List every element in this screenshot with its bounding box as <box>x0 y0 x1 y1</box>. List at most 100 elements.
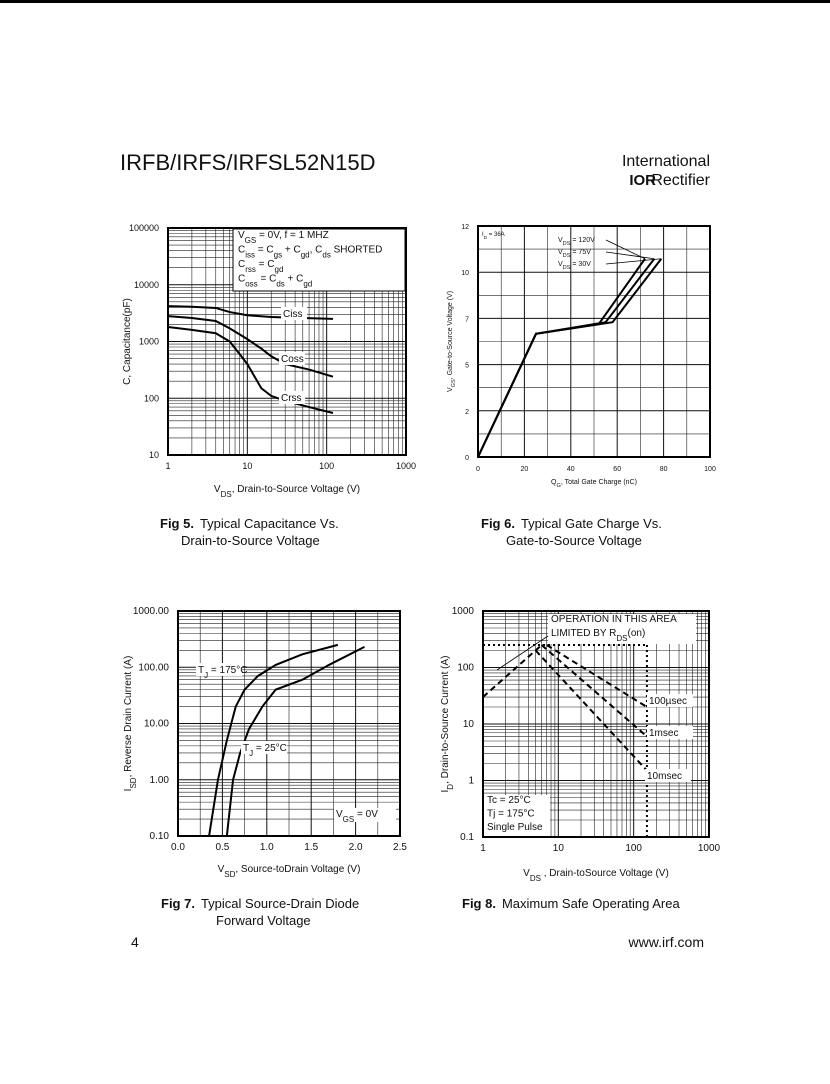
annotation-text: Coss = Cds + Cgd <box>238 274 312 289</box>
text-part: I <box>440 790 451 793</box>
text-part: GS <box>451 379 457 387</box>
plot-frame <box>167 227 407 456</box>
x-axis-label: VDS , Drain-toSource Voltage (V) <box>523 868 669 883</box>
text-part: J <box>249 749 253 758</box>
annotation-text: Ciss = Cgs + Cgd, Cds SHORTED <box>238 245 382 260</box>
text-part: I <box>123 789 134 792</box>
annotation-text: VGS = 0V <box>336 809 378 824</box>
x-tick-label: 100 <box>625 843 642 854</box>
annotation-text: ID = 36A <box>482 232 505 241</box>
x-tick-label: 2.5 <box>393 842 407 853</box>
text-part: , Source-toDrain Voltage (V) <box>235 864 360 875</box>
figure-number: Fig 8. <box>462 896 496 911</box>
caption-text: Forward Voltage <box>216 913 311 928</box>
y-tick-label: 10 <box>463 719 475 730</box>
figure-caption: Fig 6. Typical Gate Charge Vs. <box>481 516 662 531</box>
x-tick-label: 40 <box>567 466 575 473</box>
text-part: = 36A <box>487 232 505 238</box>
text-part: V <box>558 261 563 268</box>
y-tick-label: 12 <box>461 224 469 231</box>
logo-mark: IOR <box>629 172 656 189</box>
y-tick-label: 0.10 <box>150 831 170 842</box>
x-tick-label: 20 <box>521 466 529 473</box>
annotation-text: Crss = Cgd <box>238 259 283 274</box>
text-part: = C <box>255 245 274 256</box>
figure-caption: Fig 5. Typical Capacitance Vs. <box>160 516 339 531</box>
figure-caption: Fig 7. Typical Source-Drain Diode <box>161 896 359 911</box>
y-tick-label: 1000.00 <box>133 606 170 617</box>
series-line <box>534 649 648 772</box>
series-line <box>540 644 648 738</box>
leader-line <box>605 258 662 265</box>
annotation-text: Single Pulse <box>487 822 543 833</box>
text-part: SHORTED <box>331 245 383 256</box>
label-background <box>279 352 305 365</box>
y-tick-label: 100 <box>457 663 474 674</box>
y-tick-label: 10.00 <box>144 719 169 730</box>
plot-frame <box>477 225 711 458</box>
text-part: DS <box>563 241 571 247</box>
text-part: V <box>558 237 563 244</box>
label-background <box>241 741 287 754</box>
text-part: ds <box>276 279 284 288</box>
text-part: C <box>238 274 245 285</box>
text-part: (on) <box>628 628 646 639</box>
y-tick-label: 10 <box>149 450 159 460</box>
y-tick-label: 100000 <box>129 223 159 233</box>
text-part: , Drain-to-Source Current (A) <box>440 656 451 784</box>
text-part: SD <box>224 870 235 879</box>
x-tick-label: 60 <box>613 466 621 473</box>
text-part: Single Pulse <box>487 822 543 833</box>
y-tick-label: 1000 <box>139 337 159 347</box>
annotation-text: Tc = 25°C <box>487 795 531 806</box>
text-part: , Total Gate Charge (nC) <box>561 479 637 486</box>
text-part: SD <box>129 777 138 788</box>
logo-bottom: Rectifier <box>651 172 710 189</box>
text-part: Q <box>551 479 557 486</box>
page-number: 4 <box>131 934 139 950</box>
series-label: 10msec <box>647 771 682 782</box>
series-label: TJ = 175°C <box>198 665 247 680</box>
y-tick-label: 2 <box>465 409 469 416</box>
annotation-text: VGS = 0V, f = 1 MHZ <box>238 230 329 245</box>
legend-entry: VDS = 30V <box>558 261 591 271</box>
x-tick-label: 0 <box>476 466 480 473</box>
caption-text: Drain-to-Source Voltage <box>181 533 320 548</box>
x-tick-label: 100 <box>319 461 334 471</box>
text-part: D <box>446 784 455 790</box>
label-background <box>196 663 242 676</box>
series-line <box>208 643 339 837</box>
text-part: V <box>523 868 530 879</box>
caption-text: Typical Source-Drain Diode <box>201 896 359 911</box>
text-part: C <box>238 259 245 270</box>
annotation-text: OPERATION IN THIS AREA <box>551 614 677 625</box>
text-part: iss <box>245 250 255 259</box>
y-tick-label: 1 <box>468 776 474 787</box>
text-part: C <box>238 245 245 256</box>
x-tick-label: 1.5 <box>304 842 318 853</box>
text-part: V <box>336 809 343 820</box>
y-tick-label: 1000 <box>452 606 475 617</box>
text-part: gs <box>274 250 282 259</box>
x-tick-label: 1.0 <box>260 842 274 853</box>
text-part: , Reverse Drain Current (A) <box>123 656 134 778</box>
series-label: TJ = 25°C <box>243 743 287 758</box>
text-part: = 175°C <box>208 665 247 676</box>
series-label: 100µsec <box>649 696 687 707</box>
annotation-box <box>548 614 696 644</box>
text-part: = C <box>258 274 277 285</box>
y-tick-label: 0.1 <box>460 832 474 843</box>
text-part: rss <box>245 265 256 274</box>
text-part: , Drain-to-Source Voltage (V) <box>232 484 360 495</box>
text-part: Tc = 25°C <box>487 795 531 806</box>
text-part: G <box>556 483 560 489</box>
text-part: ds <box>322 250 330 259</box>
caption-text: Maximum Safe Operating Area <box>502 896 681 911</box>
x-tick-label: 100 <box>704 466 716 473</box>
x-tick-label: 1000 <box>396 461 416 471</box>
y-tick-label: 100 <box>144 393 159 403</box>
text-part: C, Capacitance(pF) <box>122 298 133 385</box>
footer-url: www.irf.com <box>628 934 704 950</box>
text-part: gd <box>303 279 312 288</box>
